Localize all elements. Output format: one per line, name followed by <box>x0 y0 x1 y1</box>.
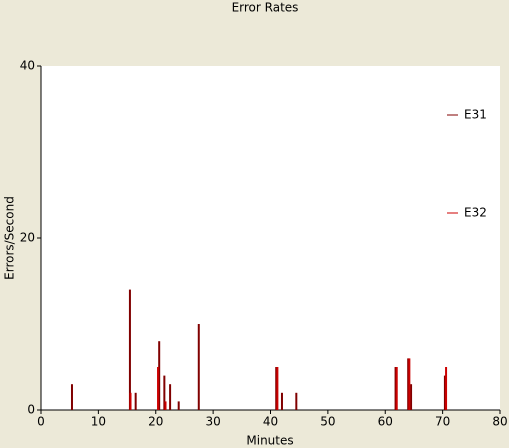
legend-label: E32 <box>464 206 487 220</box>
spike <box>158 341 161 410</box>
spike <box>128 289 131 410</box>
spike <box>408 358 411 410</box>
plot-area <box>41 66 500 410</box>
spike <box>276 367 279 410</box>
spike <box>394 367 397 410</box>
spike <box>280 392 283 410</box>
x-tick-label: 20 <box>148 415 163 429</box>
x-tick-label: 60 <box>378 415 393 429</box>
spike <box>395 367 398 410</box>
y-tick-label: 0 <box>27 403 35 417</box>
spike <box>275 367 278 410</box>
x-tick-label: 10 <box>91 415 106 429</box>
spike <box>410 384 413 410</box>
spike <box>197 324 200 410</box>
y-axis-label: Errors/Second <box>3 196 17 280</box>
x-axis-label: Minutes <box>246 434 293 448</box>
spike <box>177 401 180 410</box>
x-tick-label: 30 <box>205 415 220 429</box>
x-tick-label: 50 <box>320 415 335 429</box>
chart-title: Error Rates <box>232 1 299 15</box>
spike <box>445 367 448 410</box>
spike <box>443 375 446 410</box>
x-tick-label: 40 <box>263 415 278 429</box>
spike <box>164 401 167 410</box>
y-tick-label: 20 <box>20 231 35 245</box>
spike <box>295 392 298 410</box>
x-tick-label: 80 <box>492 415 507 429</box>
x-tick-label: 0 <box>37 415 45 429</box>
spike <box>163 375 166 410</box>
y-tick-label: 40 <box>20 59 35 73</box>
legend-label: E31 <box>464 108 487 122</box>
spike <box>70 384 73 410</box>
spike <box>134 392 137 410</box>
spike <box>407 358 410 410</box>
spike <box>169 384 172 410</box>
spike <box>157 367 160 410</box>
x-tick-label: 70 <box>435 415 450 429</box>
spike <box>129 392 132 410</box>
